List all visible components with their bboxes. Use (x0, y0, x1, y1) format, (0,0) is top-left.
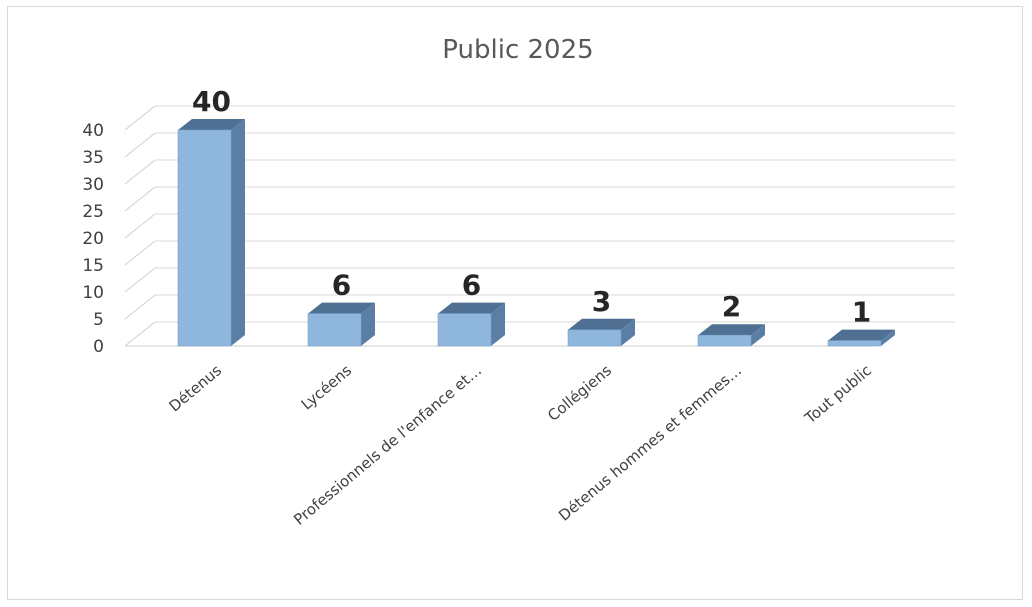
y-tick-label: 10 (82, 283, 104, 303)
gridline-depth (124, 294, 156, 320)
bar (567, 318, 635, 347)
data-label: 2 (722, 290, 741, 323)
bar-side (621, 318, 635, 346)
y-axis-ticks: 0 5 10 15 20 25 30 35 40 (82, 121, 104, 357)
y-tick-label: 35 (82, 148, 104, 168)
bars (177, 119, 895, 347)
gridline-depth (124, 132, 156, 158)
y-tick-label: 20 (82, 229, 104, 249)
y-tick-label: 5 (93, 310, 104, 330)
gridline-depth (124, 186, 156, 212)
data-label: 40 (192, 85, 231, 118)
gridline-depth (124, 105, 156, 131)
gridline-depth (124, 213, 156, 239)
y-tick-label: 15 (82, 256, 104, 276)
y-tick-label: 30 (82, 175, 104, 195)
data-label: 3 (592, 285, 611, 318)
data-label: 6 (462, 269, 481, 302)
bar (437, 302, 505, 347)
y-tick-label: 40 (82, 121, 104, 141)
bar-side (491, 302, 505, 346)
bar-top (438, 302, 505, 314)
bar-top (568, 318, 635, 330)
bar-front (567, 329, 622, 347)
bar-side (751, 324, 765, 346)
data-label: 6 (332, 269, 351, 302)
x-tick-label: Lycéens (298, 361, 356, 413)
gridline-depth (124, 240, 156, 266)
bar-front (307, 313, 362, 347)
data-label: 1 (852, 296, 871, 329)
bar (827, 329, 895, 347)
gridline-depth (124, 321, 156, 347)
grid-layer (124, 105, 955, 347)
y-tick-label: 0 (93, 337, 104, 357)
bar-front (437, 313, 492, 347)
bar-side (881, 329, 895, 346)
data-labels: 40 6 6 3 2 1 (192, 85, 871, 329)
bar-top (828, 329, 895, 341)
x-tick-label: Collégiens (544, 361, 615, 425)
bar (307, 302, 375, 347)
bar-front (697, 334, 752, 347)
gridline-depth (124, 159, 156, 185)
chart-title: Public 2025 (442, 35, 593, 65)
gridline-depth (124, 267, 156, 293)
chart-frame (7, 6, 1023, 600)
bar-top (178, 119, 245, 130)
bar (697, 324, 765, 347)
bar-front (177, 129, 232, 347)
bar-top (698, 324, 765, 336)
bar-front (827, 340, 882, 347)
x-tick-label: Détenus (165, 361, 225, 415)
bar (177, 119, 245, 347)
bar-side (361, 302, 375, 346)
y-tick-label: 25 (82, 202, 104, 222)
bar-top (308, 302, 375, 314)
x-tick-label: Tout public (801, 361, 875, 428)
bar-side (231, 119, 245, 346)
